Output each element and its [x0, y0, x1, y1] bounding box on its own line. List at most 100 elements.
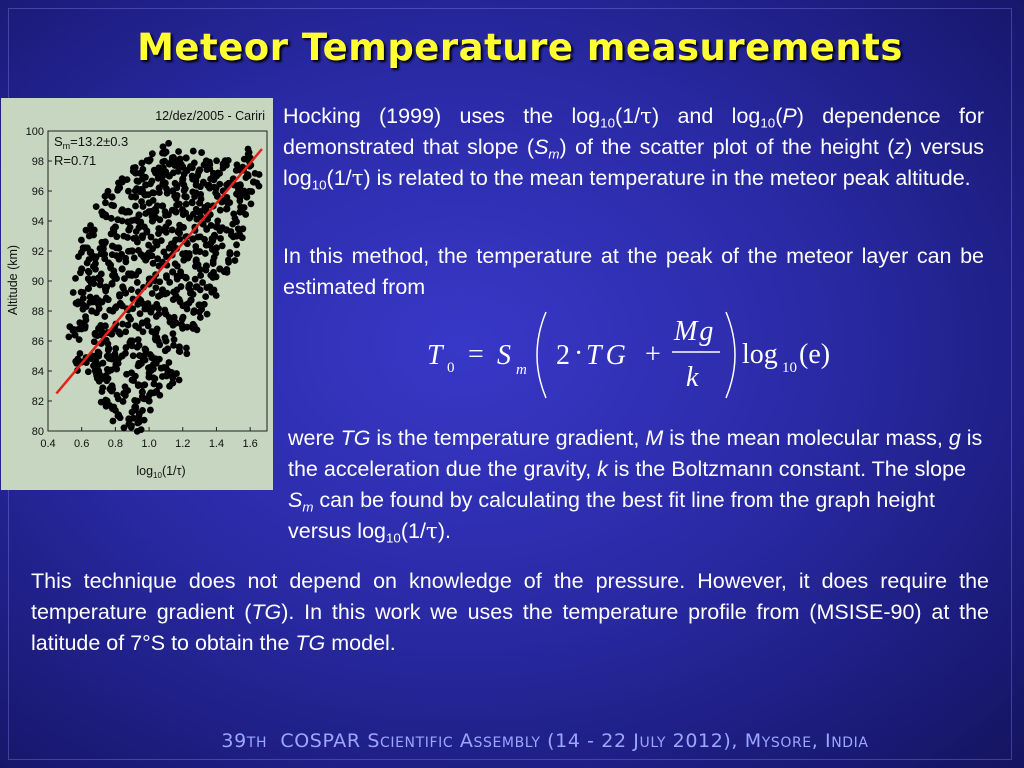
data-point	[149, 245, 157, 253]
formula-S: S	[497, 340, 511, 371]
data-point	[198, 149, 206, 156]
data-point	[130, 254, 138, 262]
fit-line	[55, 148, 263, 395]
footer-c5: (14 - 22 J	[540, 730, 640, 752]
data-point	[120, 424, 128, 432]
data-point	[102, 396, 110, 404]
data-point	[163, 371, 171, 379]
p3-g: g	[948, 426, 961, 450]
data-point	[106, 306, 114, 314]
data-point	[208, 246, 216, 253]
data-point	[196, 314, 204, 321]
data-point	[140, 416, 148, 424]
data-point	[148, 328, 156, 335]
data-point	[242, 211, 250, 218]
data-point	[220, 268, 228, 276]
p3-text-c: is the mean molecular mass,	[663, 426, 949, 450]
data-point	[217, 224, 225, 232]
data-point	[108, 387, 115, 395]
chart-stat-r: R=0.71	[54, 153, 96, 168]
data-point	[128, 422, 135, 430]
footer-c9: , I	[811, 730, 832, 752]
data-point	[247, 200, 255, 208]
data-point	[124, 207, 132, 215]
footer-c1: COSPAR S	[280, 730, 380, 752]
data-point	[141, 305, 149, 313]
data-point	[218, 242, 226, 250]
data-point	[168, 206, 176, 214]
x-tick-label: 0.6	[74, 438, 89, 450]
data-point	[122, 328, 130, 336]
data-point	[182, 200, 190, 208]
p4-TG-2: TG	[295, 631, 326, 655]
p3-text-h: ).	[437, 519, 451, 543]
data-point	[216, 180, 224, 188]
data-point	[150, 380, 158, 388]
data-point	[183, 350, 191, 358]
data-point	[138, 198, 145, 205]
data-point	[92, 294, 100, 302]
data-point	[128, 193, 135, 201]
data-point	[147, 233, 155, 241]
data-point	[225, 258, 233, 266]
data-point	[165, 139, 173, 147]
p1-text-f: ) of the scatter plot of the height (	[559, 135, 895, 159]
data-point	[131, 372, 139, 380]
data-point	[192, 205, 200, 213]
data-point	[134, 217, 142, 225]
p1-S: S	[534, 135, 549, 159]
data-point	[165, 219, 173, 227]
data-point	[210, 286, 218, 294]
footer-c3: A	[453, 730, 474, 752]
data-point	[119, 398, 127, 405]
scatter-chart: 80 82 84 86 88 90 92 94 96 98 100 0.4 0.6 0.8 1.0 1.2 1.…	[6, 109, 268, 480]
p3-TG: TG	[340, 426, 371, 450]
chart-stat-s-sub: m	[63, 141, 71, 151]
data-point	[83, 259, 91, 267]
data-point	[170, 313, 178, 321]
data-point	[147, 367, 155, 374]
p1-text-d: (	[775, 104, 783, 128]
data-point	[82, 316, 90, 324]
data-point	[214, 217, 222, 225]
p1-S-sub: m	[548, 146, 560, 162]
data-point	[181, 192, 189, 200]
formula-log-arg: (e)	[799, 339, 830, 370]
y-tick-label: 100	[26, 126, 44, 138]
data-point	[79, 301, 87, 309]
data-point	[109, 417, 117, 425]
data-point	[233, 241, 240, 249]
data-point	[197, 272, 205, 279]
data-point	[92, 203, 100, 211]
p1-text-e: ) dependence for demonstrated that slope…	[283, 104, 984, 159]
scatter-chart-panel: 80 82 84 86 88 90 92 94 96 98 100 0.4 0.6 0.8 1.0 1.2 1.…	[1, 98, 273, 490]
data-point	[134, 382, 142, 389]
data-point	[65, 333, 73, 341]
data-point	[118, 265, 126, 273]
data-point	[185, 250, 193, 257]
data-point	[165, 359, 173, 366]
data-point	[112, 304, 120, 311]
data-point	[201, 250, 209, 257]
data-point	[134, 336, 142, 344]
data-point	[174, 167, 182, 175]
data-point	[116, 330, 124, 338]
formula-log-sub: 10	[782, 360, 797, 376]
data-point	[193, 215, 201, 223]
data-point	[159, 143, 167, 151]
data-point	[99, 359, 107, 367]
data-point	[76, 350, 84, 357]
p1-text-i: ) is related to the mean temperature in …	[363, 166, 971, 190]
data-point	[182, 154, 190, 162]
paragraph-hocking: Hocking (1999) uses the log10(1/τ) and l…	[283, 101, 984, 194]
data-point	[156, 278, 164, 286]
data-point	[99, 384, 107, 392]
data-point	[169, 374, 177, 382]
data-point	[75, 336, 83, 344]
data-point	[147, 308, 155, 316]
data-point	[136, 310, 144, 318]
chart-x-label-sub: 10	[153, 471, 162, 480]
data-point	[155, 305, 162, 312]
data-point	[147, 389, 155, 397]
p3-text-d: is the acceleration due the gravity,	[288, 426, 983, 481]
